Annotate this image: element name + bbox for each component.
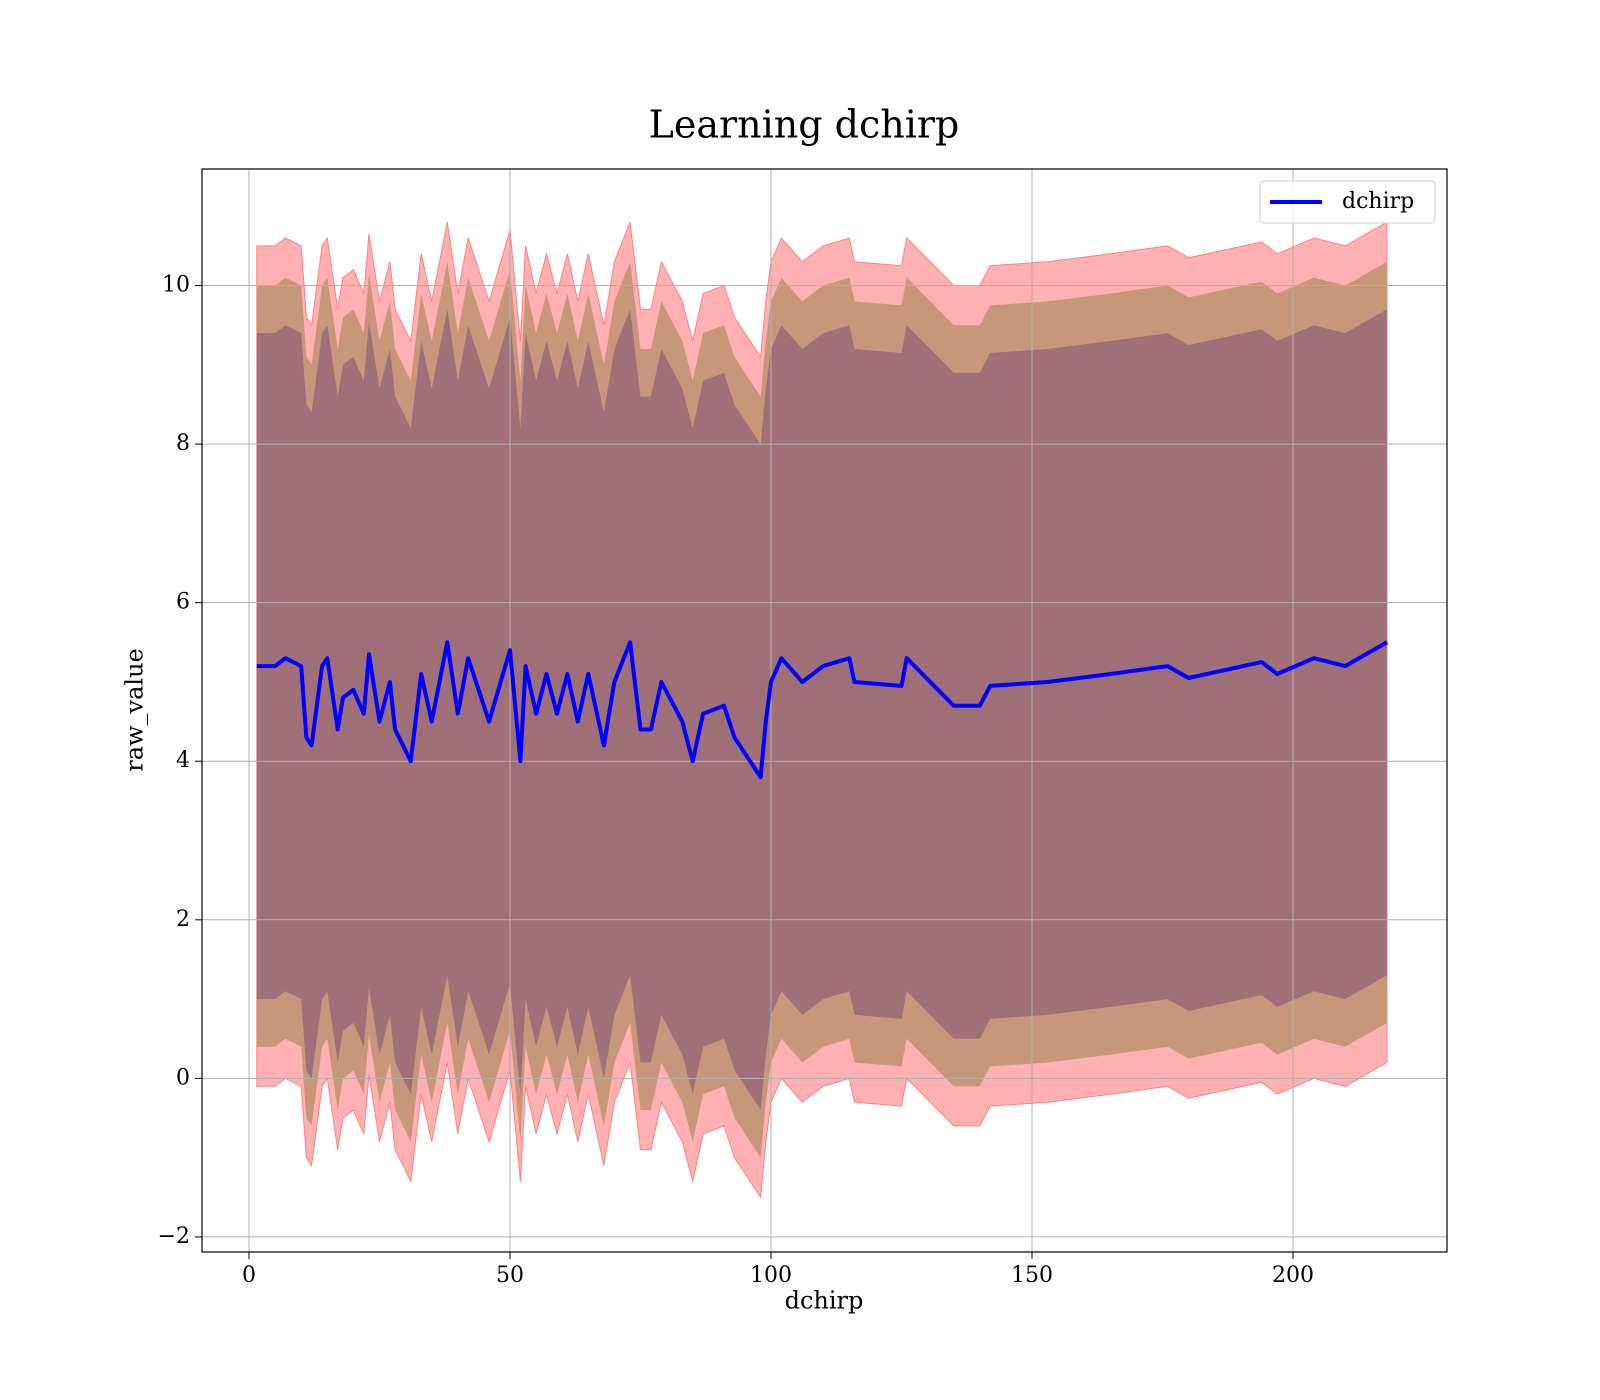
x-tick-label: 150	[1011, 1263, 1053, 1288]
legend: dchirp	[1259, 180, 1436, 224]
y-tick-label: 6	[176, 590, 190, 615]
y-tick-label: 4	[176, 748, 190, 773]
x-axis-label: dchirp	[785, 1287, 864, 1315]
x-tick-label: 50	[496, 1263, 524, 1288]
y-axis-label: raw_value	[121, 648, 149, 772]
x-tick-label: 0	[242, 1263, 256, 1288]
y-tick-label: 10	[162, 273, 190, 298]
x-tick-label: 200	[1272, 1263, 1314, 1288]
plot-frame	[201, 168, 1448, 1253]
y-tick-label: 8	[176, 431, 190, 456]
y-tick-label: 0	[176, 1065, 190, 1090]
band	[256, 309, 1387, 1111]
y-tick-label: 2	[176, 907, 190, 932]
y-tick-label: −2	[158, 1224, 190, 1249]
data-line	[256, 640, 1388, 780]
chart-title: Learning dchirp	[649, 103, 960, 147]
x-tick-label: 100	[750, 1263, 792, 1288]
legend-box	[1259, 180, 1436, 224]
legend-label: dchirp	[1342, 189, 1414, 214]
